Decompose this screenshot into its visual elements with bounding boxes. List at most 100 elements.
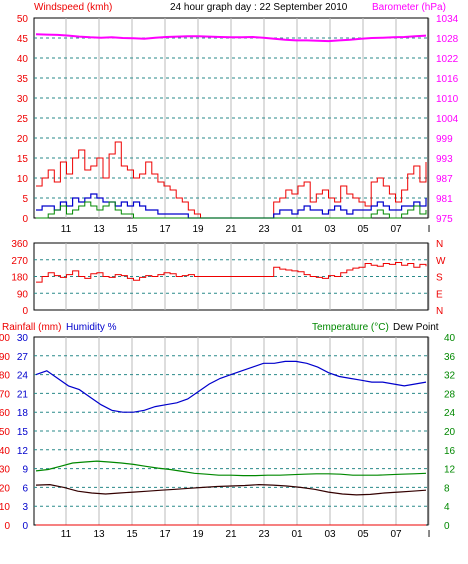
- wind-title: Windspeed (kmh): [34, 2, 112, 13]
- rain-title: Rainfall (mm): [2, 322, 61, 333]
- baro-tick-label: 975: [436, 214, 453, 225]
- temp-tick-label: 16: [444, 446, 456, 457]
- baro-tick-label: 1016: [436, 74, 459, 85]
- x-tick-label: 13: [93, 224, 105, 235]
- humidity-tick-label: 24: [17, 371, 29, 382]
- baro-tick-label: 1004: [436, 114, 459, 125]
- baro-tick-label: 999: [436, 134, 453, 145]
- temp-tick-label: 0: [444, 521, 450, 532]
- x-tick-label: 05: [357, 224, 369, 235]
- temp-tick-label: 4: [444, 502, 450, 513]
- x-tick-label-bottom: 01: [291, 529, 303, 540]
- x-tick-label-bottom: 03: [324, 529, 336, 540]
- wind-tick-label: 40: [17, 54, 29, 65]
- dir-tick-label: 180: [11, 273, 28, 284]
- dir-tick-label: 270: [11, 256, 28, 267]
- temp-tick-label: 8: [444, 483, 450, 494]
- wind-tick-label: 0: [22, 214, 28, 225]
- rain-tick-label: 90: [0, 352, 10, 363]
- baro-tick-label: 1022: [436, 54, 459, 65]
- rain-tick-label: 100: [0, 333, 10, 344]
- x-tick-label-bottom: 19: [192, 529, 204, 540]
- wind-tick-label: 30: [17, 94, 29, 105]
- humidity-tick-label: 27: [17, 352, 29, 363]
- rain-tick-label: 20: [0, 483, 10, 494]
- x-tick-label-bottom: 07: [390, 529, 402, 540]
- x-tick-label: 17: [159, 224, 171, 235]
- rain-tick-label: 50: [0, 427, 10, 438]
- x-tick-label-bottom: 23: [258, 529, 270, 540]
- temp-tick-label: 32: [444, 371, 456, 382]
- x-tick-label-bottom: 11: [61, 529, 72, 540]
- dir-compass-label: N: [436, 306, 443, 317]
- temperature-line: [35, 460, 427, 477]
- x-tick-label: 21: [225, 224, 237, 235]
- rain-tick-label: 10: [0, 502, 10, 513]
- humidity-tick-label: 6: [22, 483, 28, 494]
- dir-compass-label: W: [436, 256, 446, 267]
- dew-title: Dew Point: [393, 322, 439, 333]
- x-tick-label: 15: [126, 224, 138, 235]
- x-tick-label-bottom: I: [428, 529, 431, 540]
- temp-tick-label: 20: [444, 427, 456, 438]
- humidity-line: [35, 360, 427, 413]
- x-tick-label: 19: [192, 224, 204, 235]
- rain-tick-label: 70: [0, 389, 10, 400]
- humidity-tick-label: 9: [22, 465, 28, 476]
- x-tick-label-bottom: 17: [159, 529, 171, 540]
- rain-tick-label: 80: [0, 371, 10, 382]
- baro-tick-label: 993: [436, 154, 453, 165]
- x-tick-label-bottom: 21: [225, 529, 237, 540]
- temp-tick-label: 12: [444, 465, 456, 476]
- humidity-tick-label: 15: [17, 427, 29, 438]
- rain-tick-label: 0: [4, 521, 10, 532]
- baro-tick-label: 1010: [436, 94, 459, 105]
- temp-tick-label: 28: [444, 389, 456, 400]
- humidity-title: Humidity %: [66, 322, 117, 333]
- dir-compass-label: S: [436, 273, 443, 284]
- humidity-tick-label: 3: [22, 502, 28, 513]
- dir-tick-label: 0: [22, 306, 28, 317]
- wind-tick-label: 35: [17, 74, 29, 85]
- x-tick-label: 23: [258, 224, 270, 235]
- temp-tick-label: 24: [444, 408, 456, 419]
- humidity-tick-label: 30: [17, 333, 29, 344]
- rain-tick-label: 40: [0, 446, 10, 457]
- wind-tick-label: 15: [17, 154, 29, 165]
- rain-tick-label: 30: [0, 465, 10, 476]
- temp-title: Temperature (°C): [312, 322, 389, 333]
- wind-direction-line: [36, 262, 427, 283]
- wind-max-line: [36, 201, 427, 219]
- wind-tick-label: 50: [17, 14, 29, 25]
- x-tick-label-bottom: 05: [357, 529, 369, 540]
- humidity-tick-label: 12: [17, 446, 29, 457]
- x-tick-label-bottom: 15: [126, 529, 138, 540]
- temp-tick-label: 40: [444, 333, 456, 344]
- wind-tick-label: 25: [17, 114, 29, 125]
- x-tick-label: 03: [324, 224, 336, 235]
- graph-title: 24 hour graph day : 22 September 2010: [170, 2, 348, 13]
- barometer-line: [35, 33, 427, 43]
- wind-tick-label: 10: [17, 174, 29, 185]
- baro-tick-label: 1028: [436, 34, 459, 45]
- wind-tick-label: 20: [17, 134, 29, 145]
- x-tick-label-bottom: 13: [93, 529, 105, 540]
- baro-tick-label: 981: [436, 194, 453, 205]
- wind-tick-label: 5: [22, 194, 28, 205]
- humidity-tick-label: 18: [17, 408, 29, 419]
- dir-compass-label: N: [436, 239, 443, 250]
- dewpoint-line: [35, 483, 427, 496]
- baro-title: Barometer (hPa): [372, 2, 446, 13]
- rain-tick-label: 60: [0, 408, 10, 419]
- temp-tick-label: 36: [444, 352, 456, 363]
- x-tick-label: 01: [291, 224, 303, 235]
- chart-panels: 0510152025303540455097598198799399910041…: [0, 14, 459, 540]
- dir-tick-label: 90: [17, 289, 29, 300]
- wind-tick-label: 45: [17, 34, 29, 45]
- baro-tick-label: 987: [436, 174, 453, 185]
- x-tick-label: I: [428, 224, 431, 235]
- humidity-tick-label: 21: [17, 389, 29, 400]
- dir-tick-label: 360: [11, 239, 28, 250]
- humidity-tick-label: 0: [22, 521, 28, 532]
